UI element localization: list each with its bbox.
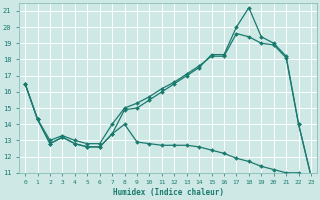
X-axis label: Humidex (Indice chaleur): Humidex (Indice chaleur) <box>113 188 224 197</box>
